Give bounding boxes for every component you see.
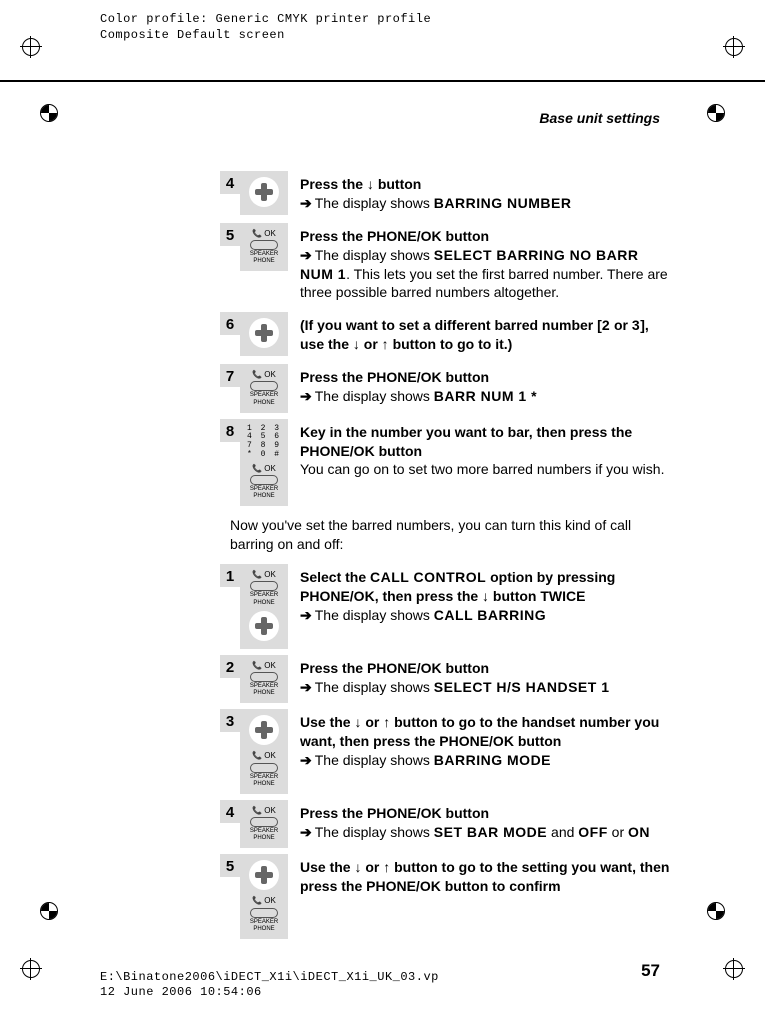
step-row: 6 (If you want to set a different barred … xyxy=(220,312,670,358)
keypad-icon: 1 2 34 5 67 8 9* 0 # xyxy=(247,425,281,460)
step-body: Press the PHONE/OK button➔The display sh… xyxy=(288,223,670,307)
registration-mark-icon xyxy=(20,958,42,980)
step-number: 4 xyxy=(220,171,240,194)
speakerphone-icon: 📞 OKSPEAKERPHONE xyxy=(250,806,278,843)
step-icons xyxy=(240,171,288,215)
crop-mark-icon xyxy=(40,104,58,122)
step-number: 4 xyxy=(220,800,240,823)
step-line: (If you want to set a different barred n… xyxy=(300,316,670,354)
step-line: Press the ↓ button xyxy=(300,175,670,194)
speakerphone-icon: 📞 OKSPEAKERPHONE xyxy=(250,229,278,266)
step-icons: 📞 OKSPEAKERPHONE xyxy=(240,564,288,649)
step-line: Press the PHONE/OK button xyxy=(300,368,670,387)
step-icons: 📞 OKSPEAKERPHONE xyxy=(240,364,288,413)
speakerphone-icon: 📞 OKSPEAKERPHONE xyxy=(250,896,278,933)
step-line: Press the PHONE/OK button xyxy=(300,227,670,246)
step-icons: 📞 OKSPEAKERPHONE xyxy=(240,854,288,939)
step-line: Use the ↓ or ↑ button to go to the hands… xyxy=(300,713,670,751)
step-number: 2 xyxy=(220,655,240,678)
steps-list-bottom: 1 📞 OKSPEAKERPHONE Select the CALL CONTROL… xyxy=(220,564,670,939)
step-icons xyxy=(240,312,288,356)
step-body: Key in the number you want to bar, then … xyxy=(288,419,670,484)
step-body: Use the ↓ or ↑ button to go to the hands… xyxy=(288,709,670,774)
step-icons: 1 2 34 5 67 8 9* 0 # 📞 OKSPEAKERPHONE xyxy=(240,419,288,507)
step-row: 3 📞 OKSPEAKERPHONE Use the ↓ or ↑ button t… xyxy=(220,709,670,794)
step-number: 5 xyxy=(220,223,240,246)
step-line: Select the CALL CONTROL option by pressi… xyxy=(300,568,670,606)
step-body: Press the PHONE/OK button➔The display sh… xyxy=(288,800,670,846)
speakerphone-icon: 📞 OKSPEAKERPHONE xyxy=(250,661,278,698)
step-body: Press the ↓ button➔The display shows BAR… xyxy=(288,171,670,217)
footer-line1: E:\Binatone2006\iDECT_X1i\iDECT_X1i_UK_0… xyxy=(100,970,439,986)
step-body: Press the PHONE/OK button➔The display sh… xyxy=(288,655,670,701)
section-title: Base unit settings xyxy=(220,110,670,126)
plus-nav-icon xyxy=(249,715,279,745)
step-number: 3 xyxy=(220,709,240,732)
step-row: 4 📞 OKSPEAKERPHONE Press the PHONE/OK butt… xyxy=(220,800,670,849)
registration-mark-icon xyxy=(20,36,42,58)
step-row: 1 📞 OKSPEAKERPHONE Select the CALL CONTROL… xyxy=(220,564,670,649)
horizontal-rule xyxy=(0,80,765,82)
step-number: 7 xyxy=(220,364,240,387)
step-line: ➔The display shows SET BAR MODE and OFF … xyxy=(300,823,670,842)
step-line: ➔The display shows CALL BARRING xyxy=(300,606,670,625)
step-line: ➔The display shows BARRING MODE xyxy=(300,751,670,770)
prepress-footer: E:\Binatone2006\iDECT_X1i\iDECT_X1i_UK_0… xyxy=(100,970,439,1001)
step-body: Use the ↓ or ↑ button to go to the setti… xyxy=(288,854,670,900)
step-body: (If you want to set a different barred n… xyxy=(288,312,670,358)
step-line: ➔The display shows SELECT H/S HANDSET 1 xyxy=(300,678,670,697)
step-icons: 📞 OKSPEAKERPHONE xyxy=(240,655,288,704)
mid-paragraph: Now you've set the barred numbers, you c… xyxy=(220,516,670,554)
step-row: 5 📞 OKSPEAKERPHONE Use the ↓ or ↑ button t… xyxy=(220,854,670,939)
speakerphone-icon: 📞 OKSPEAKERPHONE xyxy=(250,464,278,501)
step-row: 4 Press the ↓ button➔The display shows BA… xyxy=(220,171,670,217)
plus-nav-icon xyxy=(249,860,279,890)
step-icons: 📞 OKSPEAKERPHONE xyxy=(240,709,288,794)
step-row: 8 1 2 34 5 67 8 9* 0 # 📞 OKSPEAKERPHONE Key… xyxy=(220,419,670,507)
crop-mark-icon xyxy=(707,902,725,920)
step-number: 8 xyxy=(220,419,240,442)
step-number: 6 xyxy=(220,312,240,335)
speakerphone-icon: 📞 OKSPEAKERPHONE xyxy=(250,370,278,407)
step-row: 2 📞 OKSPEAKERPHONE Press the PHONE/OK butt… xyxy=(220,655,670,704)
step-line: Press the PHONE/OK button xyxy=(300,659,670,678)
footer-line2: 12 June 2006 10:54:06 xyxy=(100,985,439,1001)
step-number: 1 xyxy=(220,564,240,587)
profile-line1: Color profile: Generic CMYK printer prof… xyxy=(100,12,431,28)
plus-nav-icon xyxy=(249,177,279,207)
step-line: You can go on to set two more barred num… xyxy=(300,460,670,479)
step-line: ➔The display shows SELECT BARRING NO BAR… xyxy=(300,246,670,303)
step-line: ➔The display shows BARRING NUMBER xyxy=(300,194,670,213)
registration-mark-icon xyxy=(723,958,745,980)
step-icons: 📞 OKSPEAKERPHONE xyxy=(240,223,288,272)
plus-nav-icon xyxy=(249,611,279,641)
prepress-header: Color profile: Generic CMYK printer prof… xyxy=(100,12,431,43)
step-body: Press the PHONE/OK button➔The display sh… xyxy=(288,364,670,410)
steps-list-top: 4Press the ↓ button➔The display shows BA… xyxy=(220,171,670,506)
plus-nav-icon xyxy=(249,318,279,348)
crop-mark-icon xyxy=(707,104,725,122)
registration-mark-icon xyxy=(723,36,745,58)
step-body: Select the CALL CONTROL option by pressi… xyxy=(288,564,670,629)
step-row: 5 📞 OKSPEAKERPHONE Press the PHONE/OK butt… xyxy=(220,223,670,307)
step-row: 7 📞 OKSPEAKERPHONE Press the PHONE/OK butt… xyxy=(220,364,670,413)
page-content: Base unit settings 4Press the ↓ button➔T… xyxy=(220,110,670,981)
step-icons: 📞 OKSPEAKERPHONE xyxy=(240,800,288,849)
speakerphone-icon: 📞 OKSPEAKERPHONE xyxy=(250,570,278,607)
speakerphone-icon: 📞 OKSPEAKERPHONE xyxy=(250,751,278,788)
step-number: 5 xyxy=(220,854,240,877)
crop-mark-icon xyxy=(40,902,58,920)
profile-line2: Composite Default screen xyxy=(100,28,431,44)
step-line: Use the ↓ or ↑ button to go to the setti… xyxy=(300,858,670,896)
step-line: Press the PHONE/OK button xyxy=(300,804,670,823)
step-line: Key in the number you want to bar, then … xyxy=(300,423,670,461)
step-line: ➔The display shows BARR NUM 1 * xyxy=(300,387,670,406)
